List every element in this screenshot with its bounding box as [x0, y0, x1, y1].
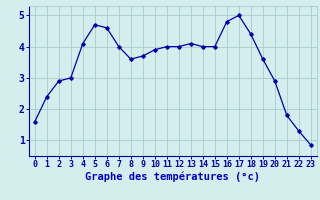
X-axis label: Graphe des températures (°c): Graphe des températures (°c): [85, 172, 260, 182]
